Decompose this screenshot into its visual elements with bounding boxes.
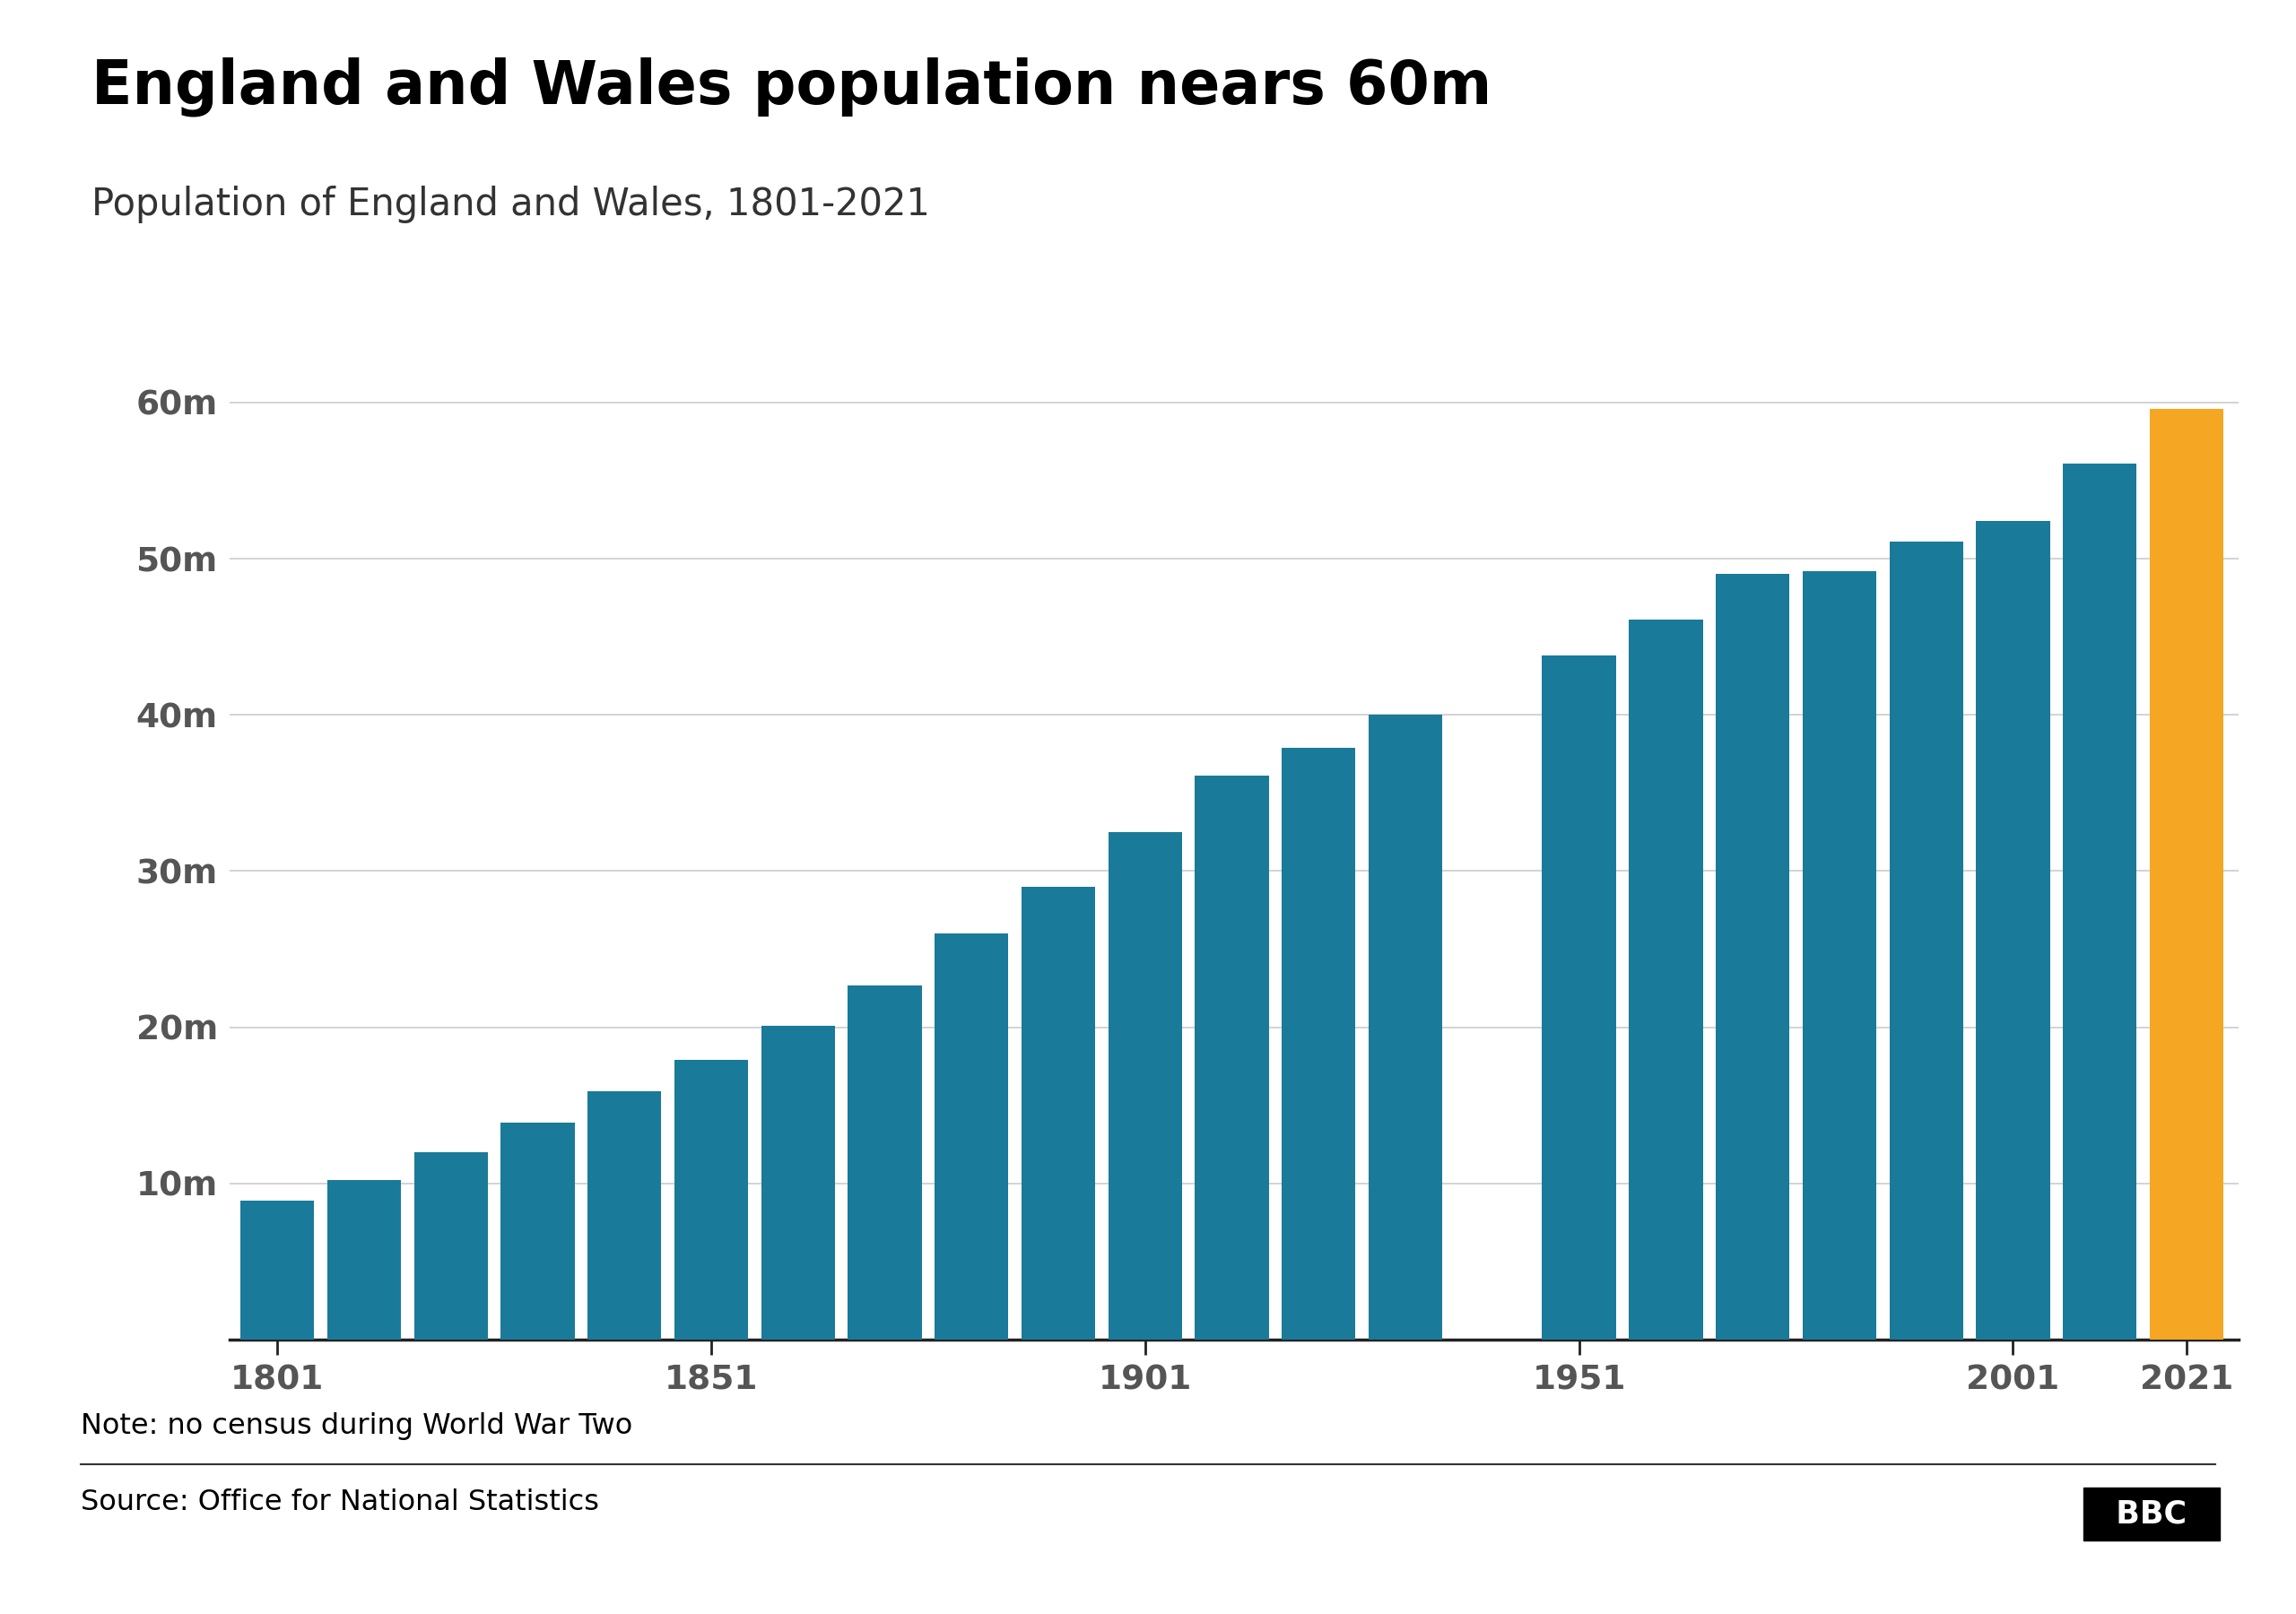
Bar <box>1890 541 1963 1340</box>
Bar <box>934 933 1008 1340</box>
Bar <box>241 1201 315 1340</box>
Text: Source: Office for National Statistics: Source: Office for National Statistics <box>80 1488 599 1516</box>
Bar <box>1194 776 1270 1340</box>
Text: Note: no census during World War Two: Note: no census during World War Two <box>80 1412 631 1440</box>
Bar <box>1628 620 1704 1340</box>
Bar <box>1022 886 1095 1340</box>
Bar <box>1715 575 1789 1340</box>
Bar <box>1802 571 1876 1340</box>
Text: BBC: BBC <box>2094 1499 2209 1528</box>
Bar <box>1543 655 1616 1340</box>
Text: England and Wales population nears 60m: England and Wales population nears 60m <box>92 56 1492 116</box>
Bar <box>675 1060 748 1340</box>
Bar <box>328 1180 402 1340</box>
Text: Population of England and Wales, 1801-2021: Population of England and Wales, 1801-20… <box>92 186 930 223</box>
Bar <box>588 1091 661 1340</box>
Bar <box>1109 831 1182 1340</box>
Bar <box>1281 747 1355 1340</box>
Bar <box>501 1122 574 1340</box>
Bar <box>413 1152 487 1340</box>
Bar <box>847 985 921 1340</box>
Bar <box>1368 715 1442 1340</box>
Bar <box>2149 408 2223 1340</box>
Bar <box>2062 463 2138 1340</box>
Bar <box>762 1025 836 1340</box>
Bar <box>1977 521 2050 1340</box>
